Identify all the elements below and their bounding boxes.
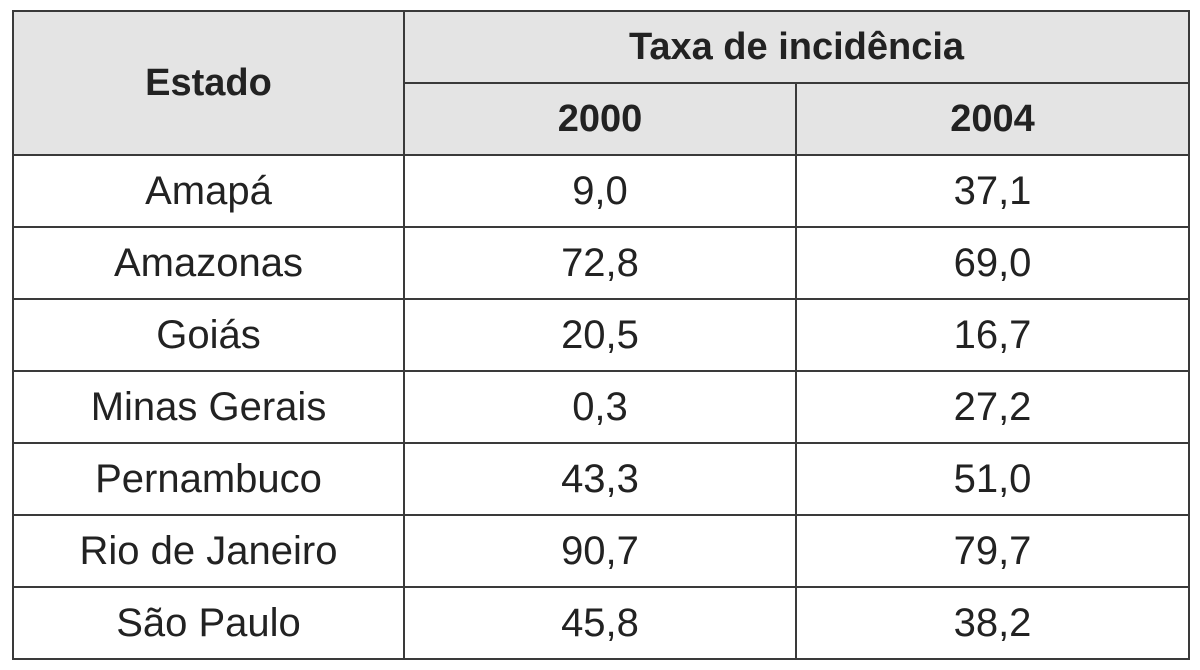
rate-cell: 43,3 (403, 442, 797, 516)
header-row: Estado Taxa de incidência (12, 10, 1191, 156)
header-row: 2000 2004 (13, 82, 1191, 156)
header-cell: Taxa de incidência (402, 10, 1191, 84)
rate-cell: 45,8 (403, 586, 797, 660)
rate-cell: 90,7 (403, 514, 797, 588)
rate-cell: 51,0 (794, 442, 1191, 516)
state-cell: Minas Gerais (12, 370, 405, 444)
rate-cell: 9,0 (403, 154, 797, 228)
data-table: Estado Taxa de incidência 2000 2004 Amap… (12, 10, 1191, 660)
table-row: Minas Gerais 0,3 27,2 (12, 370, 1191, 444)
rate-cell: 16,7 (794, 298, 1191, 372)
state-cell: Amazonas (12, 226, 405, 300)
rate-cell: 20,5 (403, 298, 797, 372)
header-cell: 2004 (794, 82, 1191, 156)
header-cell: 2000 (403, 82, 797, 156)
state-cell: Goiás (12, 298, 405, 372)
rate-cell: 37,1 (794, 154, 1191, 228)
state-cell: São Paulo (12, 586, 405, 660)
state-cell: Pernambuco (12, 442, 405, 516)
table-header: Estado Taxa de incidência 2000 2004 (12, 10, 1191, 156)
rate-cell: 0,3 (403, 370, 797, 444)
table-row: São Paulo 45,8 38,2 (12, 586, 1191, 660)
rate-cell: 69,0 (794, 226, 1191, 300)
rate-cell: 38,2 (794, 586, 1191, 660)
table-body: Amapá 9,0 37,1 Amazonas 72,8 69,0 Goiás 20,5 16,… (12, 154, 1191, 660)
state-cell: Rio de Janeiro (12, 514, 405, 588)
rate-cell: 27,2 (794, 370, 1191, 444)
rate-cell: 72,8 (403, 226, 797, 300)
rate-cell: 79,7 (794, 514, 1191, 588)
state-cell: Amapá (12, 154, 405, 228)
table-row: Goiás 20,5 16,7 (12, 298, 1191, 372)
table-row: Pernambuco 43,3 51,0 (12, 442, 1191, 516)
table-row: Amazonas 72,8 69,0 (12, 226, 1191, 300)
table-row: Rio de Janeiro 90,7 79,7 (12, 514, 1191, 588)
header-cell: Estado (12, 10, 405, 156)
table-row: Amapá 9,0 37,1 (12, 154, 1191, 228)
